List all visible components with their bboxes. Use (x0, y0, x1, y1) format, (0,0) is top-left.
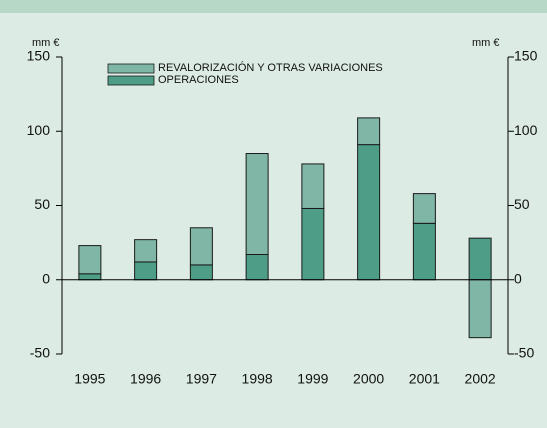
bar-segment (301, 207, 325, 281)
x-tick-label: 1995 (74, 371, 105, 387)
bar-segment (245, 153, 269, 256)
bar-segment (412, 193, 436, 224)
y-tick-label: -50 (30, 345, 50, 361)
bar-segment (468, 279, 492, 339)
y2-tick-label: 0 (514, 270, 522, 286)
y-tick-label: 0 (42, 270, 50, 286)
y-tick-label: 150 (27, 48, 51, 64)
x-tick-label: 2001 (409, 371, 440, 387)
bar-segment (134, 239, 158, 263)
bar-segment (357, 144, 381, 281)
bar-segment (189, 227, 213, 266)
y2-tick-label: -50 (514, 345, 534, 361)
legend-label: OPERACIONES (158, 74, 239, 86)
x-tick-label: 1997 (186, 371, 217, 387)
x-tick-label: 1999 (297, 371, 328, 387)
x-tick-label: 1996 (130, 371, 161, 387)
y2-tick-label: 100 (514, 122, 538, 138)
bar-segment (412, 222, 436, 281)
bar-segment (78, 273, 102, 281)
bar-segment (245, 254, 269, 281)
y-tick-label: 50 (34, 196, 50, 212)
bar-segment (301, 163, 325, 209)
y2-axis-label: mm € (472, 37, 500, 49)
bar-segment (78, 245, 102, 275)
legend-label: REVALORIZACIÓN Y OTRAS VARIACIONES (158, 61, 383, 74)
x-tick-label: 2000 (353, 371, 384, 387)
x-tick-label: 2002 (465, 371, 496, 387)
bar-segment (134, 261, 158, 281)
legend-swatch (107, 63, 155, 74)
y2-tick-label: 150 (514, 48, 538, 64)
bar-segment (357, 117, 381, 146)
legend-swatch (107, 75, 155, 86)
y2-tick-label: 50 (514, 196, 530, 212)
y-tick-label: 100 (27, 122, 51, 138)
bar-segment (189, 264, 213, 281)
y-axis-label: mm € (32, 37, 60, 49)
top-band (0, 0, 547, 13)
bar-segment (468, 237, 492, 281)
x-tick-label: 1998 (242, 371, 273, 387)
